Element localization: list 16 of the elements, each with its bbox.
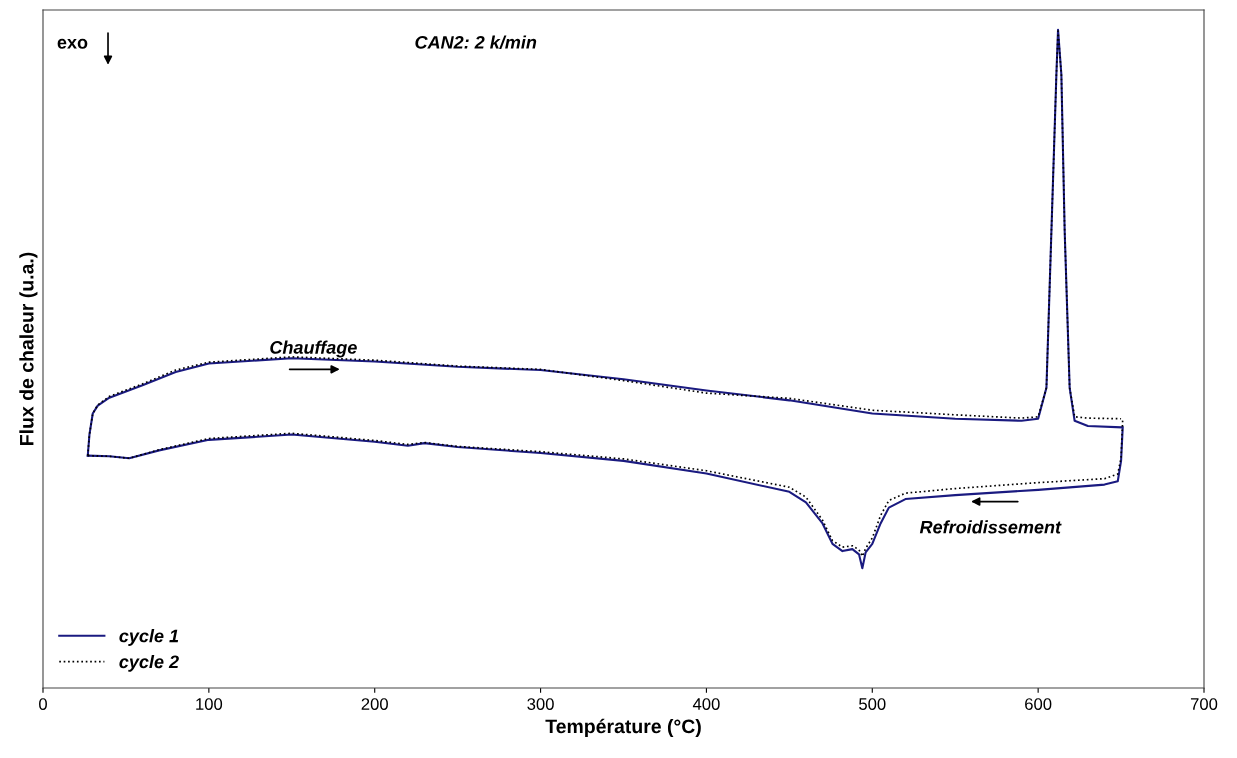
x-tick-label: 600 [1025, 698, 1052, 710]
annotation: exo [57, 38, 88, 49]
x-tick-label: 300 [527, 698, 554, 710]
annotation: Chauffage [270, 340, 357, 358]
x-tick-label: 400 [692, 698, 720, 710]
legend-label: cycle 1 [119, 629, 179, 646]
x-tick-label: 100 [196, 698, 223, 710]
x-tick-label: 500 [859, 698, 886, 710]
x-axis-title: Température (°C) [545, 718, 701, 738]
annotation: Refroidissement [919, 520, 1062, 534]
x-tick-label: 700 [1190, 698, 1218, 710]
annotation: CAN2: 2 k/min [415, 35, 537, 49]
y-axis-title: Flux de chaleur (u.a.) [19, 252, 38, 445]
x-tick-label: 0 [39, 698, 47, 710]
x-tick-label: 200 [361, 698, 388, 710]
legend-label: cycle 2 [119, 654, 179, 672]
